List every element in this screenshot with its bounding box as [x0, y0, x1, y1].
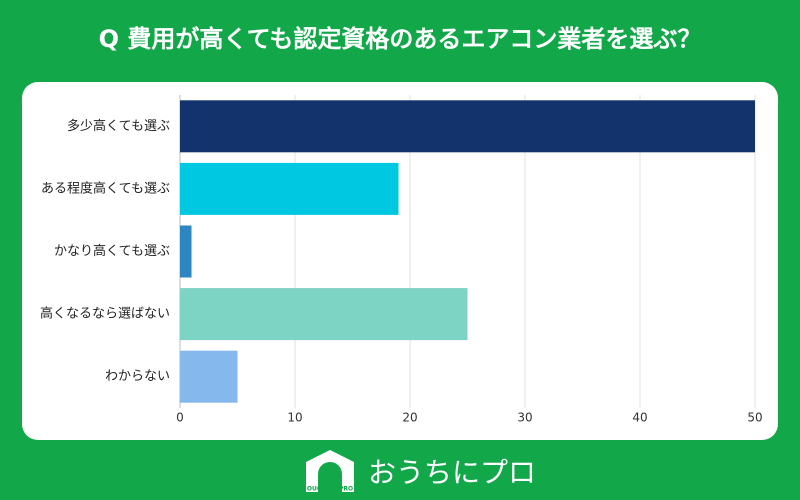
- x-tick-label: 50: [747, 411, 762, 425]
- x-tick-label: 10: [287, 411, 302, 425]
- bar: [180, 288, 468, 341]
- y-tick-label: 高くなるなら選ばない: [40, 306, 170, 322]
- x-tick-label: 0: [176, 411, 184, 425]
- bar: [180, 100, 755, 153]
- bar: [180, 350, 238, 403]
- y-tick-label: かなり高くても選ぶ: [54, 243, 170, 259]
- x-tick-label: 40: [632, 411, 647, 425]
- x-tick-label: 30: [517, 411, 532, 425]
- logo: OUCHI ni PRO おうちにプロ: [306, 450, 536, 493]
- bar: [180, 225, 192, 278]
- y-tick-label: ある程度高くても選ぶ: [41, 180, 170, 196]
- y-tick-label: わからない: [105, 369, 170, 384]
- logo-door: [318, 462, 342, 492]
- logo-small-text: OUCHI ni PRO: [307, 486, 353, 493]
- x-tick-label: 20: [402, 411, 417, 425]
- y-tick-label: 多少高くても選ぶ: [67, 118, 170, 134]
- logo-text: おうちにプロ: [368, 456, 536, 489]
- chart-title: Q 費用が高くても認定資格のあるエアコン業者を選ぶ？: [99, 25, 702, 53]
- bar: [180, 162, 399, 215]
